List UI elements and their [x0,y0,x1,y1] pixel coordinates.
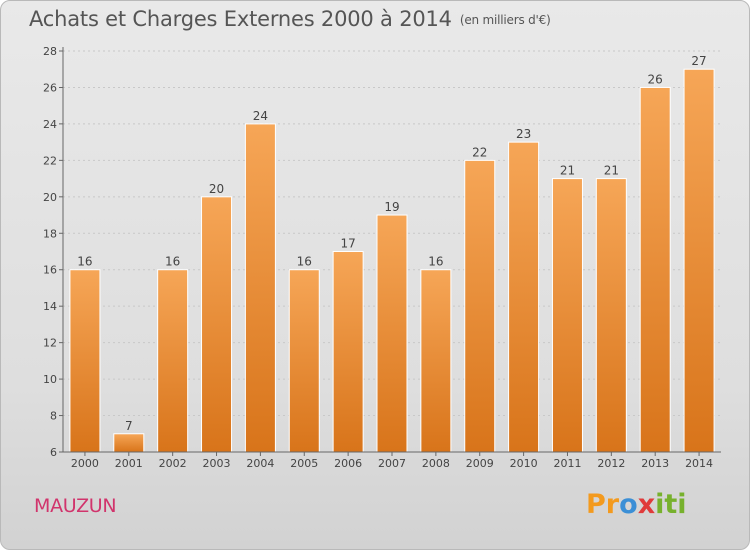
data-label: 27 [691,54,706,68]
bar [332,251,364,453]
data-label: 20 [209,182,224,196]
bar [376,214,408,453]
bar [464,159,496,453]
logo-letter: t [664,489,678,520]
data-label: 16 [428,255,443,269]
bar [201,196,233,453]
bar [113,433,145,453]
data-label: 19 [384,200,399,214]
data-label: 21 [560,164,575,178]
x-tick-label: 2000 [71,457,99,470]
y-tick-label: 8 [50,410,57,423]
data-label: 26 [648,72,663,86]
title-text: Achats et Charges Externes 2000 à 2014 [29,7,452,31]
proxiti-logo: Proxiti [586,489,687,520]
x-tick-label: 2002 [159,457,187,470]
bar [683,68,715,453]
data-label: 16 [165,255,180,269]
data-label: 7 [125,419,133,433]
bar [551,178,583,453]
chart-title: Achats et Charges Externes 2000 à 2014 (e… [29,7,551,31]
x-tick-label: 2007 [378,457,406,470]
unit-note: (en milliers d'€) [459,13,551,27]
y-tick-label: 26 [43,81,57,94]
bar [639,86,671,453]
y-tick-label: 22 [43,154,57,167]
data-label: 16 [77,255,92,269]
logo-letter: r [605,489,620,520]
y-tick-label: 16 [43,264,57,277]
y-tick-label: 28 [43,45,57,58]
x-tick-label: 2014 [685,457,713,470]
axes [59,47,721,456]
y-tick-label: 18 [43,227,57,240]
y-tick-label: 12 [43,337,57,350]
bar [595,178,627,453]
x-tick-label: 2005 [290,457,318,470]
data-label: 24 [253,109,268,123]
bar [420,269,452,453]
logo-letter: i [677,489,687,520]
y-tick-label: 20 [43,191,57,204]
x-tick-label: 2009 [466,457,494,470]
bar [288,269,320,453]
bar [508,141,540,453]
x-tick-label: 2003 [203,457,231,470]
x-tick-label: 2006 [334,457,362,470]
logo-letter: P [586,489,606,520]
y-tick-label: 14 [43,300,57,313]
y-tick-label: 10 [43,373,57,386]
data-label: 22 [472,145,487,159]
bar [244,123,276,453]
x-tick-label: 2010 [510,457,538,470]
x-tick-label: 2012 [597,457,625,470]
bars [69,68,715,453]
x-tick-label: 2011 [553,457,581,470]
x-tick-label: 2013 [641,457,669,470]
labels: 6 8 10 12 14 16 18 20 22 24 26 28 16 2000 7 2001 16 2002 2… [43,45,713,470]
data-label: 21 [604,164,619,178]
data-label: 16 [297,255,312,269]
data-label: 23 [516,127,531,141]
logo-letter: x [637,489,656,520]
data-label: 17 [340,237,355,251]
bar [69,269,101,453]
bar [157,269,189,453]
logo-letter: o [619,489,638,520]
y-tick-label: 24 [43,118,57,131]
x-tick-label: 2001 [115,457,143,470]
x-tick-label: 2004 [246,457,274,470]
x-tick-label: 2008 [422,457,450,470]
commune-name: MAUZUN [34,495,117,517]
y-tick-label: 6 [50,446,57,459]
logo-letter: i [655,489,665,520]
